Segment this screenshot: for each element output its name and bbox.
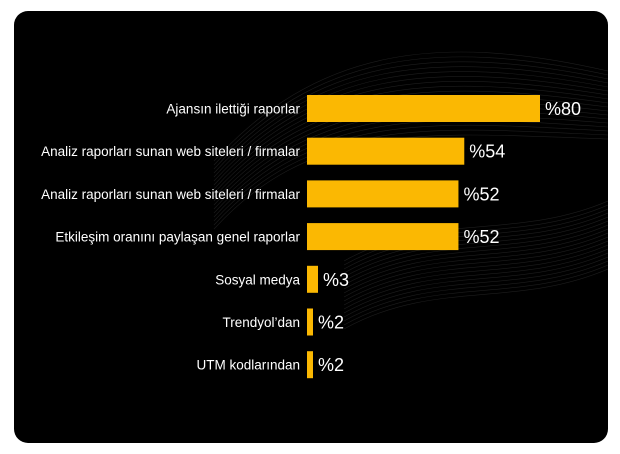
value-label: %80	[545, 99, 581, 119]
value-label: %52	[463, 184, 499, 204]
wave-line	[213, 71, 608, 278]
value-label: %2	[318, 355, 344, 375]
category-label: Trendyol’dan	[222, 315, 300, 330]
category-label: UTM kodlarından	[196, 358, 300, 373]
wave-line	[213, 120, 608, 318]
value-label: %52	[463, 227, 499, 247]
wave-line	[213, 124, 608, 322]
wave-line	[213, 61, 608, 270]
decorative-wave-lines	[213, 51, 608, 330]
value-label: %54	[469, 142, 505, 162]
value-label: %3	[323, 270, 349, 290]
bar	[307, 351, 313, 379]
category-label: Analiz raporları sunan web siteleri / fi…	[41, 144, 300, 159]
value-label: %2	[318, 313, 344, 333]
wave-line	[213, 76, 608, 282]
bar	[307, 308, 313, 336]
category-label: Analiz raporları sunan web siteleri / fi…	[41, 187, 300, 202]
bar	[307, 223, 459, 251]
bar	[307, 180, 459, 208]
wave-line	[213, 129, 608, 326]
wave-line	[213, 66, 608, 274]
bar	[307, 265, 318, 293]
wave-line	[213, 85, 608, 290]
category-label: Etkileşim oranını paylaşan genel raporla…	[55, 230, 300, 245]
wave-line	[213, 81, 608, 286]
category-label: Sosyal medya	[215, 272, 300, 287]
category-label: Ajansın ilettiği raporlar	[166, 102, 300, 117]
bar	[307, 137, 465, 165]
bar	[307, 95, 540, 122]
